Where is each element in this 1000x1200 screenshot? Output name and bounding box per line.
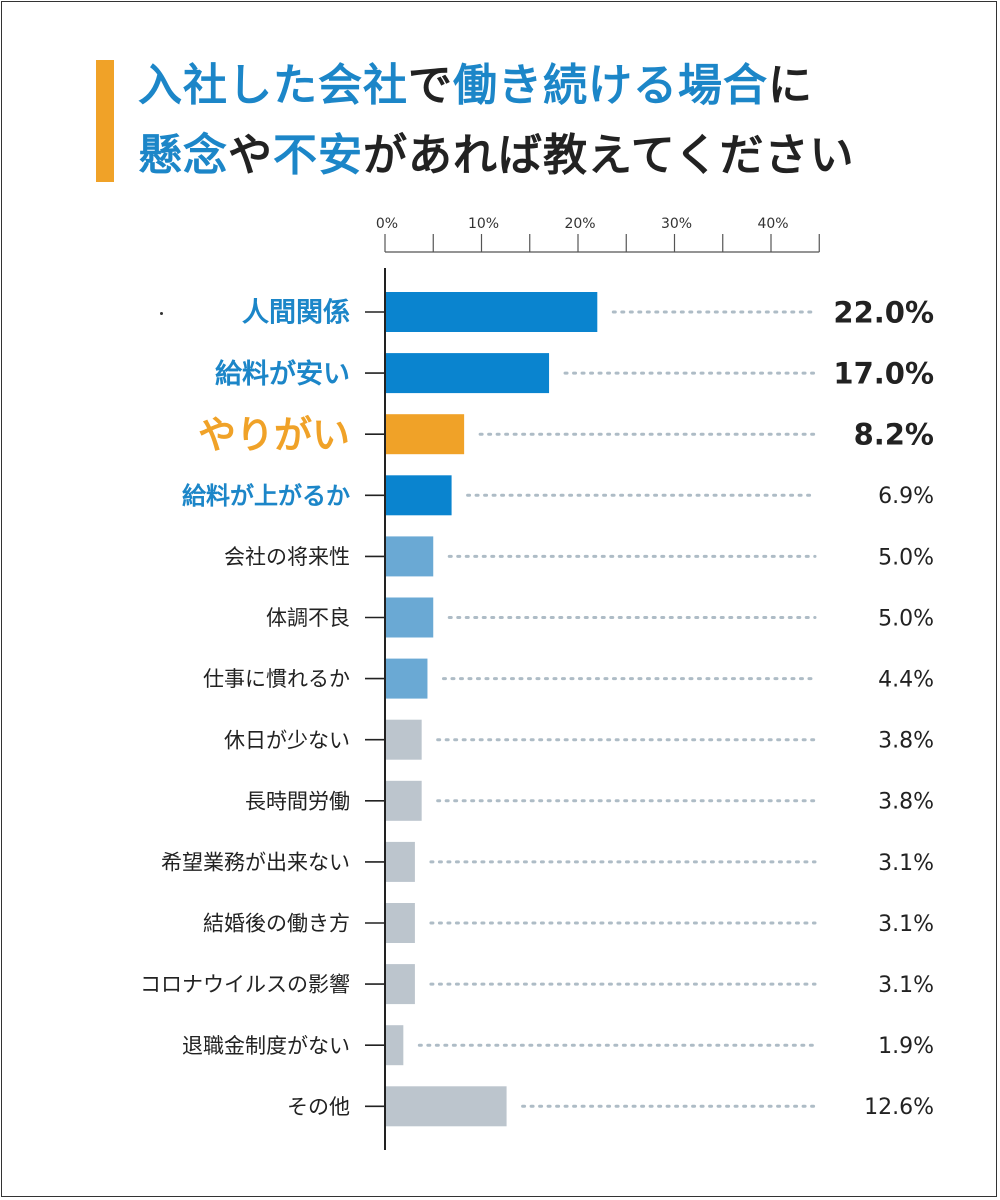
data-label: 12.6% [864,1095,934,1120]
bar [386,903,415,943]
category-label: 給料が上がるか [182,482,350,510]
bar [386,1086,507,1127]
data-label: 1.9% [878,1034,934,1059]
x-tick-label: 40% [757,216,788,232]
category-label: 仕事に慣れるか [203,667,350,691]
bar [386,658,428,699]
data-label: 5.0% [878,545,934,570]
bar [386,292,598,332]
x-tick-label: 10% [468,216,499,232]
title-segment: 働き続ける場合 [453,60,768,111]
data-label: 22.0% [833,295,934,329]
title-segment: や [228,130,273,181]
bar [386,1025,404,1066]
x-tick-label: 30% [661,216,692,232]
stray-dot [160,312,163,315]
data-label: 3.1% [878,912,934,937]
chart-title-line-1: 入社した会社で働き続ける場合に [138,58,813,114]
x-tick-label: 0% [376,216,398,232]
category-label: その他 [287,1095,350,1119]
title-segment: があれば教えてください [363,130,855,181]
data-label: 4.4% [878,668,934,693]
bar [386,597,434,638]
data-label: 17.0% [833,357,934,391]
category-label: 体調不良 [266,606,350,630]
data-label: 3.1% [878,851,934,876]
category-label: コロナウイルスの影響 [140,973,350,997]
category-label: 長時間労働 [245,789,350,813]
category-label: 人間関係 [242,298,350,329]
bar [386,841,415,882]
title-segment: 懸念 [138,130,228,181]
bar [386,475,452,516]
data-label: 3.8% [878,790,934,815]
category-label: 給料が安い [215,358,350,390]
data-label: 8.2% [854,418,934,452]
title-accent-bar [96,60,114,182]
category-label: 会社の将来性 [224,545,350,569]
data-label: 3.1% [878,973,934,998]
data-label: 5.0% [878,606,934,631]
data-label: 6.9% [878,484,934,509]
category-label: 結婚後の働き方 [203,912,350,936]
chart-title-line-2: 懸念や不安があれば教えてください [138,128,854,184]
category-label: やりがい [198,413,350,457]
title-segment: に [768,60,813,111]
category-label: 退職金制度がない [182,1034,350,1058]
title-segment: で [408,60,453,111]
x-tick-label: 20% [564,216,595,232]
bar [386,414,465,455]
title-segment: 不安 [273,130,363,181]
bar [386,780,422,821]
bar [386,536,434,577]
bar [386,353,550,394]
data-label: 3.8% [878,729,934,754]
bar [386,964,415,1005]
title-segment: 入社した会社 [138,60,408,111]
category-label: 希望業務が出来ない [161,850,350,874]
category-label: 休日が少ない [224,728,350,752]
bar [386,719,422,760]
